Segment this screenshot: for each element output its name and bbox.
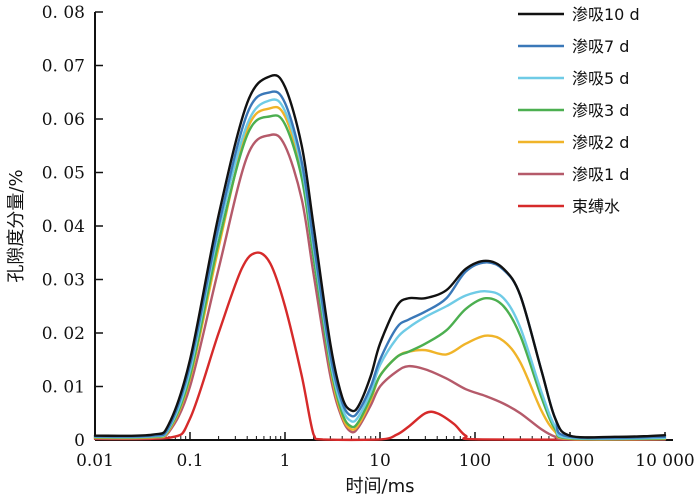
legend-label: 渗吸2 d — [572, 133, 629, 152]
x-tick-label: 0.01 — [76, 451, 114, 471]
y-tick-label: 0. 08 — [42, 3, 85, 23]
y-tick-label: 0. 06 — [42, 110, 85, 130]
y-tick-label: 0. 04 — [42, 217, 85, 237]
y-tick-label: 0. 01 — [42, 378, 85, 398]
x-tick-label: 1 — [280, 451, 291, 471]
x-axis-title: 时间/ms — [346, 476, 415, 497]
x-axis: 0.01 0.1 1 10 100 1 000 10 000 — [76, 432, 695, 471]
y-axis: 0 0. 01 0. 02 0. 03 0. 04 0. 05 0. 06 0. 07 0. 0… — [42, 3, 103, 451]
legend-label: 束缚水 — [572, 197, 620, 216]
y-tick-label: 0 — [74, 431, 85, 451]
series-line — [93, 98, 667, 440]
x-tick-label: 10 000 — [635, 451, 694, 471]
legend-label: 渗吸7 d — [572, 37, 629, 56]
legend: 渗吸10 d 渗吸7 d 渗吸5 d 渗吸3 d 渗吸2 d 渗吸1 d 束缚水 — [518, 5, 640, 216]
series-line — [93, 105, 667, 441]
legend-label: 渗吸10 d — [572, 5, 640, 24]
y-tick-label: 0. 02 — [42, 324, 85, 344]
series-line — [93, 114, 667, 441]
legend-label: 渗吸5 d — [572, 69, 629, 88]
y-tick-label: 0. 03 — [42, 271, 85, 291]
series-layer — [93, 73, 667, 442]
x-tick-label: 0.1 — [176, 451, 203, 471]
y-tick-label: 0. 07 — [42, 57, 85, 77]
legend-label: 渗吸1 d — [572, 165, 629, 184]
series-line — [93, 251, 667, 442]
y-axis-title: 孔隙度分量/% — [6, 169, 27, 282]
x-tick-label: 100 — [459, 451, 491, 471]
series-line — [93, 133, 667, 441]
x-tick-label: 1 000 — [546, 451, 595, 471]
legend-label: 渗吸3 d — [572, 101, 629, 120]
y-tick-label: 0. 05 — [42, 164, 85, 184]
x-tick-label: 10 — [369, 451, 391, 471]
series-line — [93, 73, 667, 439]
